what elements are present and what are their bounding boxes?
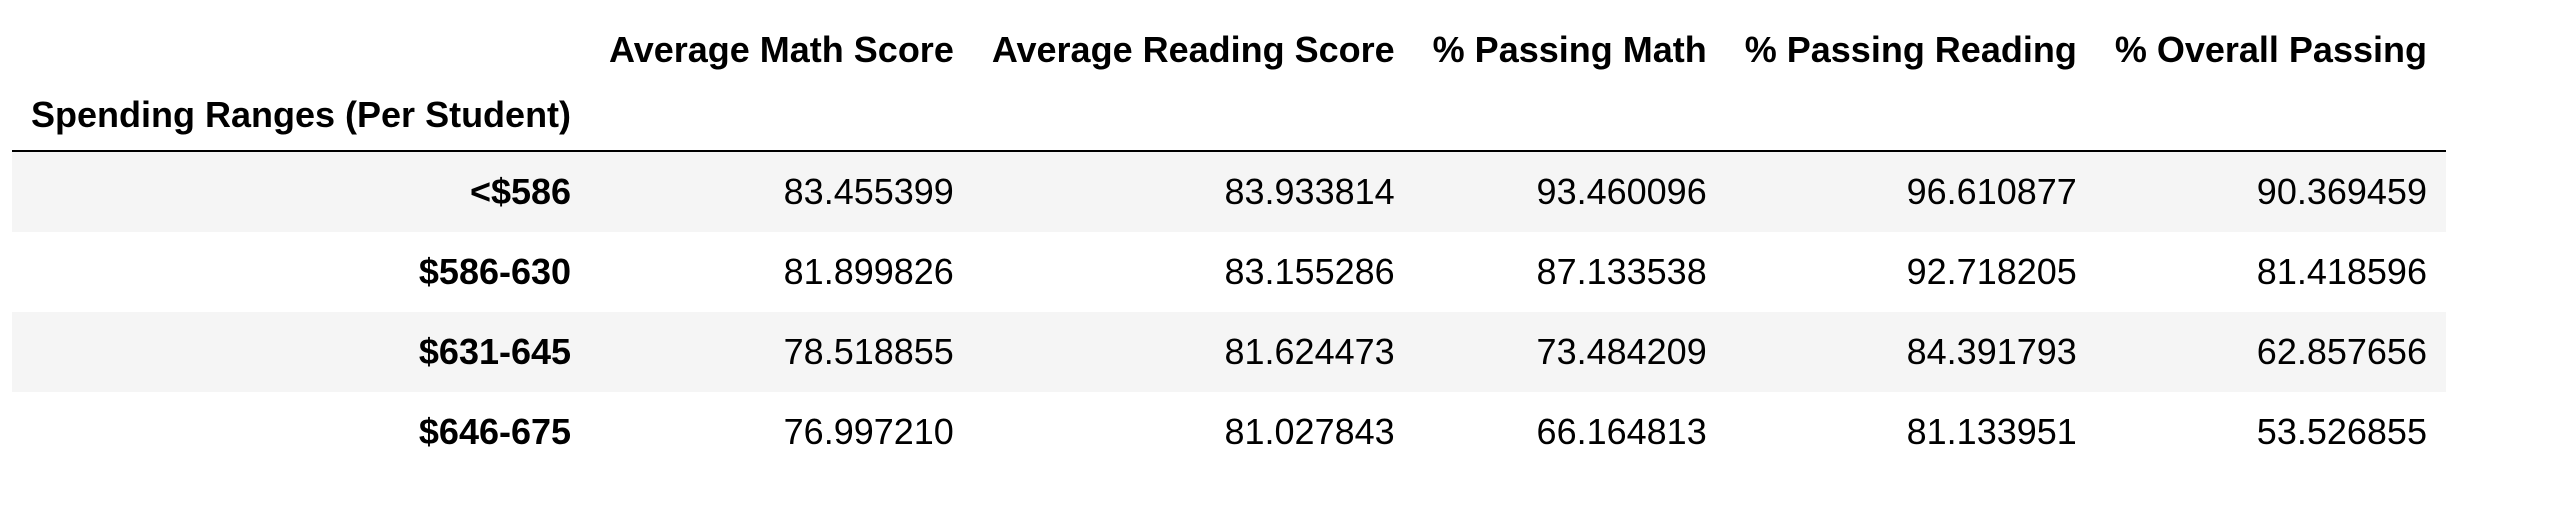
table-cell: 81.418596 [2256,251,2427,292]
table-row: $586-630 81.899826 83.155286 87.133538 9… [12,232,2446,312]
table-row: $646-675 76.997210 81.027843 66.164813 8… [12,392,2446,472]
index-header-blank-cell [1726,80,2096,151]
index-header-blank-cell [973,80,1414,151]
column-header: % Passing Math [1432,29,1707,70]
table-cell: 53.526855 [2256,411,2427,452]
index-header-row: Spending Ranges (Per Student) [12,80,2446,151]
table-cell: 66.164813 [1536,411,1707,452]
table-row: $631-645 78.518855 81.624473 73.484209 8… [12,312,2446,392]
table-cell: 93.460096 [1536,171,1707,212]
row-index-label: $646-675 [418,411,572,452]
table-cell: 90.369459 [2256,171,2427,212]
row-index-label: $586-630 [418,251,572,292]
table-cell: 76.997210 [783,411,954,452]
column-header-row: Average Math Score Average Reading Score… [12,0,2446,80]
index-name-header: Spending Ranges (Per Student) [31,94,572,135]
table-cell: 78.518855 [783,331,954,372]
table-cell: 84.391793 [1906,331,2077,372]
row-index-label: <$586 [469,171,572,212]
spending-summary-table: Average Math Score Average Reading Score… [12,0,2446,472]
index-header-blank-cell [1414,80,1726,151]
row-index-label: $631-645 [418,331,572,372]
column-header: Average Reading Score [991,29,1395,70]
index-header-blank-cell [590,80,973,151]
table-cell: 92.718205 [1906,251,2077,292]
table-row: <$586 83.455399 83.933814 93.460096 96.6… [12,151,2446,232]
dataframe-output: Average Math Score Average Reading Score… [12,0,2446,472]
table-cell: 96.610877 [1906,171,2077,212]
table-cell: 62.857656 [2256,331,2427,372]
column-header: % Overall Passing [2114,29,2427,70]
table-cell: 83.933814 [1224,171,1395,212]
table-cell: 81.133951 [1906,411,2077,452]
table-cell: 81.624473 [1224,331,1395,372]
table-cell: 73.484209 [1536,331,1707,372]
table-cell: 83.455399 [783,171,954,212]
table-cell: 87.133538 [1536,251,1707,292]
index-header-blank-cell [2096,80,2446,151]
table-cell: 81.027843 [1224,411,1395,452]
table-cell: 83.155286 [1224,251,1395,292]
header-blank-cell [12,10,590,90]
table-cell: 81.899826 [783,251,954,292]
column-header: Average Math Score [609,29,954,70]
column-header: % Passing Reading [1744,29,2077,70]
